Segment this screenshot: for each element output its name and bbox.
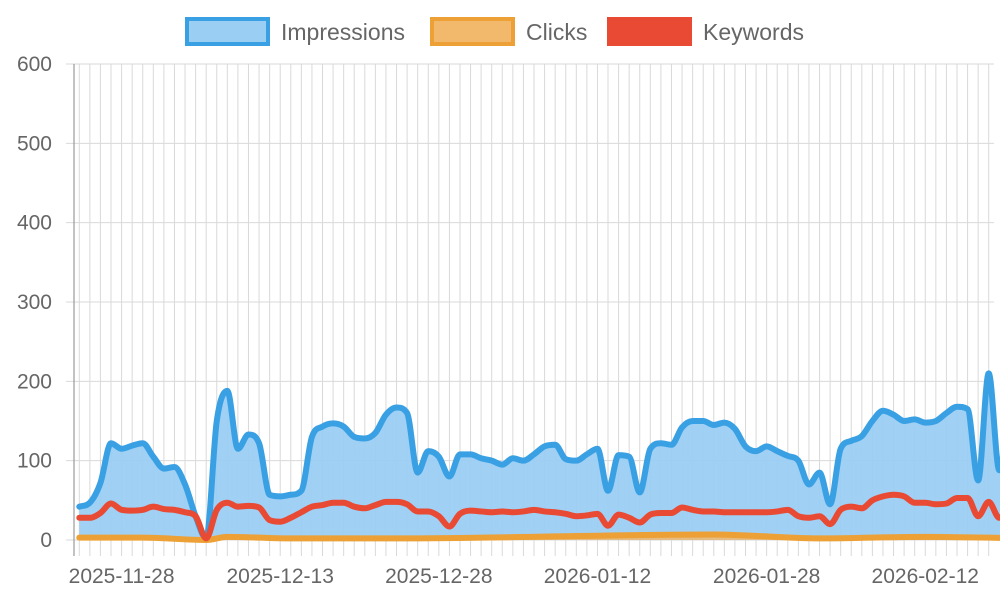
legend-label: Keywords xyxy=(703,19,804,45)
legend-item-clicks: Clicks xyxy=(430,17,587,46)
x-tick-label: 2026-02-12 xyxy=(872,565,979,588)
keywords-line xyxy=(76,491,1000,542)
legend-item-keywords: Keywords xyxy=(607,17,804,46)
legend-label: Clicks xyxy=(526,19,587,45)
series-layer xyxy=(76,370,1000,543)
impressions-area xyxy=(79,373,1000,540)
x-tick-label: 2025-12-13 xyxy=(226,565,333,588)
y-tick-label: 400 xyxy=(17,212,52,235)
clicks-line xyxy=(76,531,1000,543)
x-tick-label: 2025-12-28 xyxy=(385,565,492,588)
y-tick-label: 500 xyxy=(17,132,52,155)
y-tick-label: 300 xyxy=(17,291,52,314)
y-tick-label: 600 xyxy=(17,53,52,76)
legend-label: Impressions xyxy=(281,19,405,45)
x-tick-label: 2026-01-28 xyxy=(713,565,820,588)
legend-swatch xyxy=(185,17,270,46)
x-tick-label: 2026-01-12 xyxy=(544,565,651,588)
legend-item-impressions: Impressions xyxy=(185,17,405,46)
y-tick-label: 200 xyxy=(17,370,52,393)
y-tick-label: 0 xyxy=(40,529,52,552)
y-tick-label: 100 xyxy=(17,450,52,473)
impressions-line xyxy=(76,370,1000,542)
legend: Impressions Clicks Keywords xyxy=(185,17,804,46)
legend-swatch xyxy=(430,17,515,46)
x-axis: 2025-11-28 2025-12-13 2025-12-28 2026-01-12… xyxy=(69,565,979,588)
legend-swatch xyxy=(607,17,692,46)
x-tick-label: 2025-11-28 xyxy=(69,565,175,588)
y-axis: 0 100 200 300 400 500 600 xyxy=(17,53,52,552)
